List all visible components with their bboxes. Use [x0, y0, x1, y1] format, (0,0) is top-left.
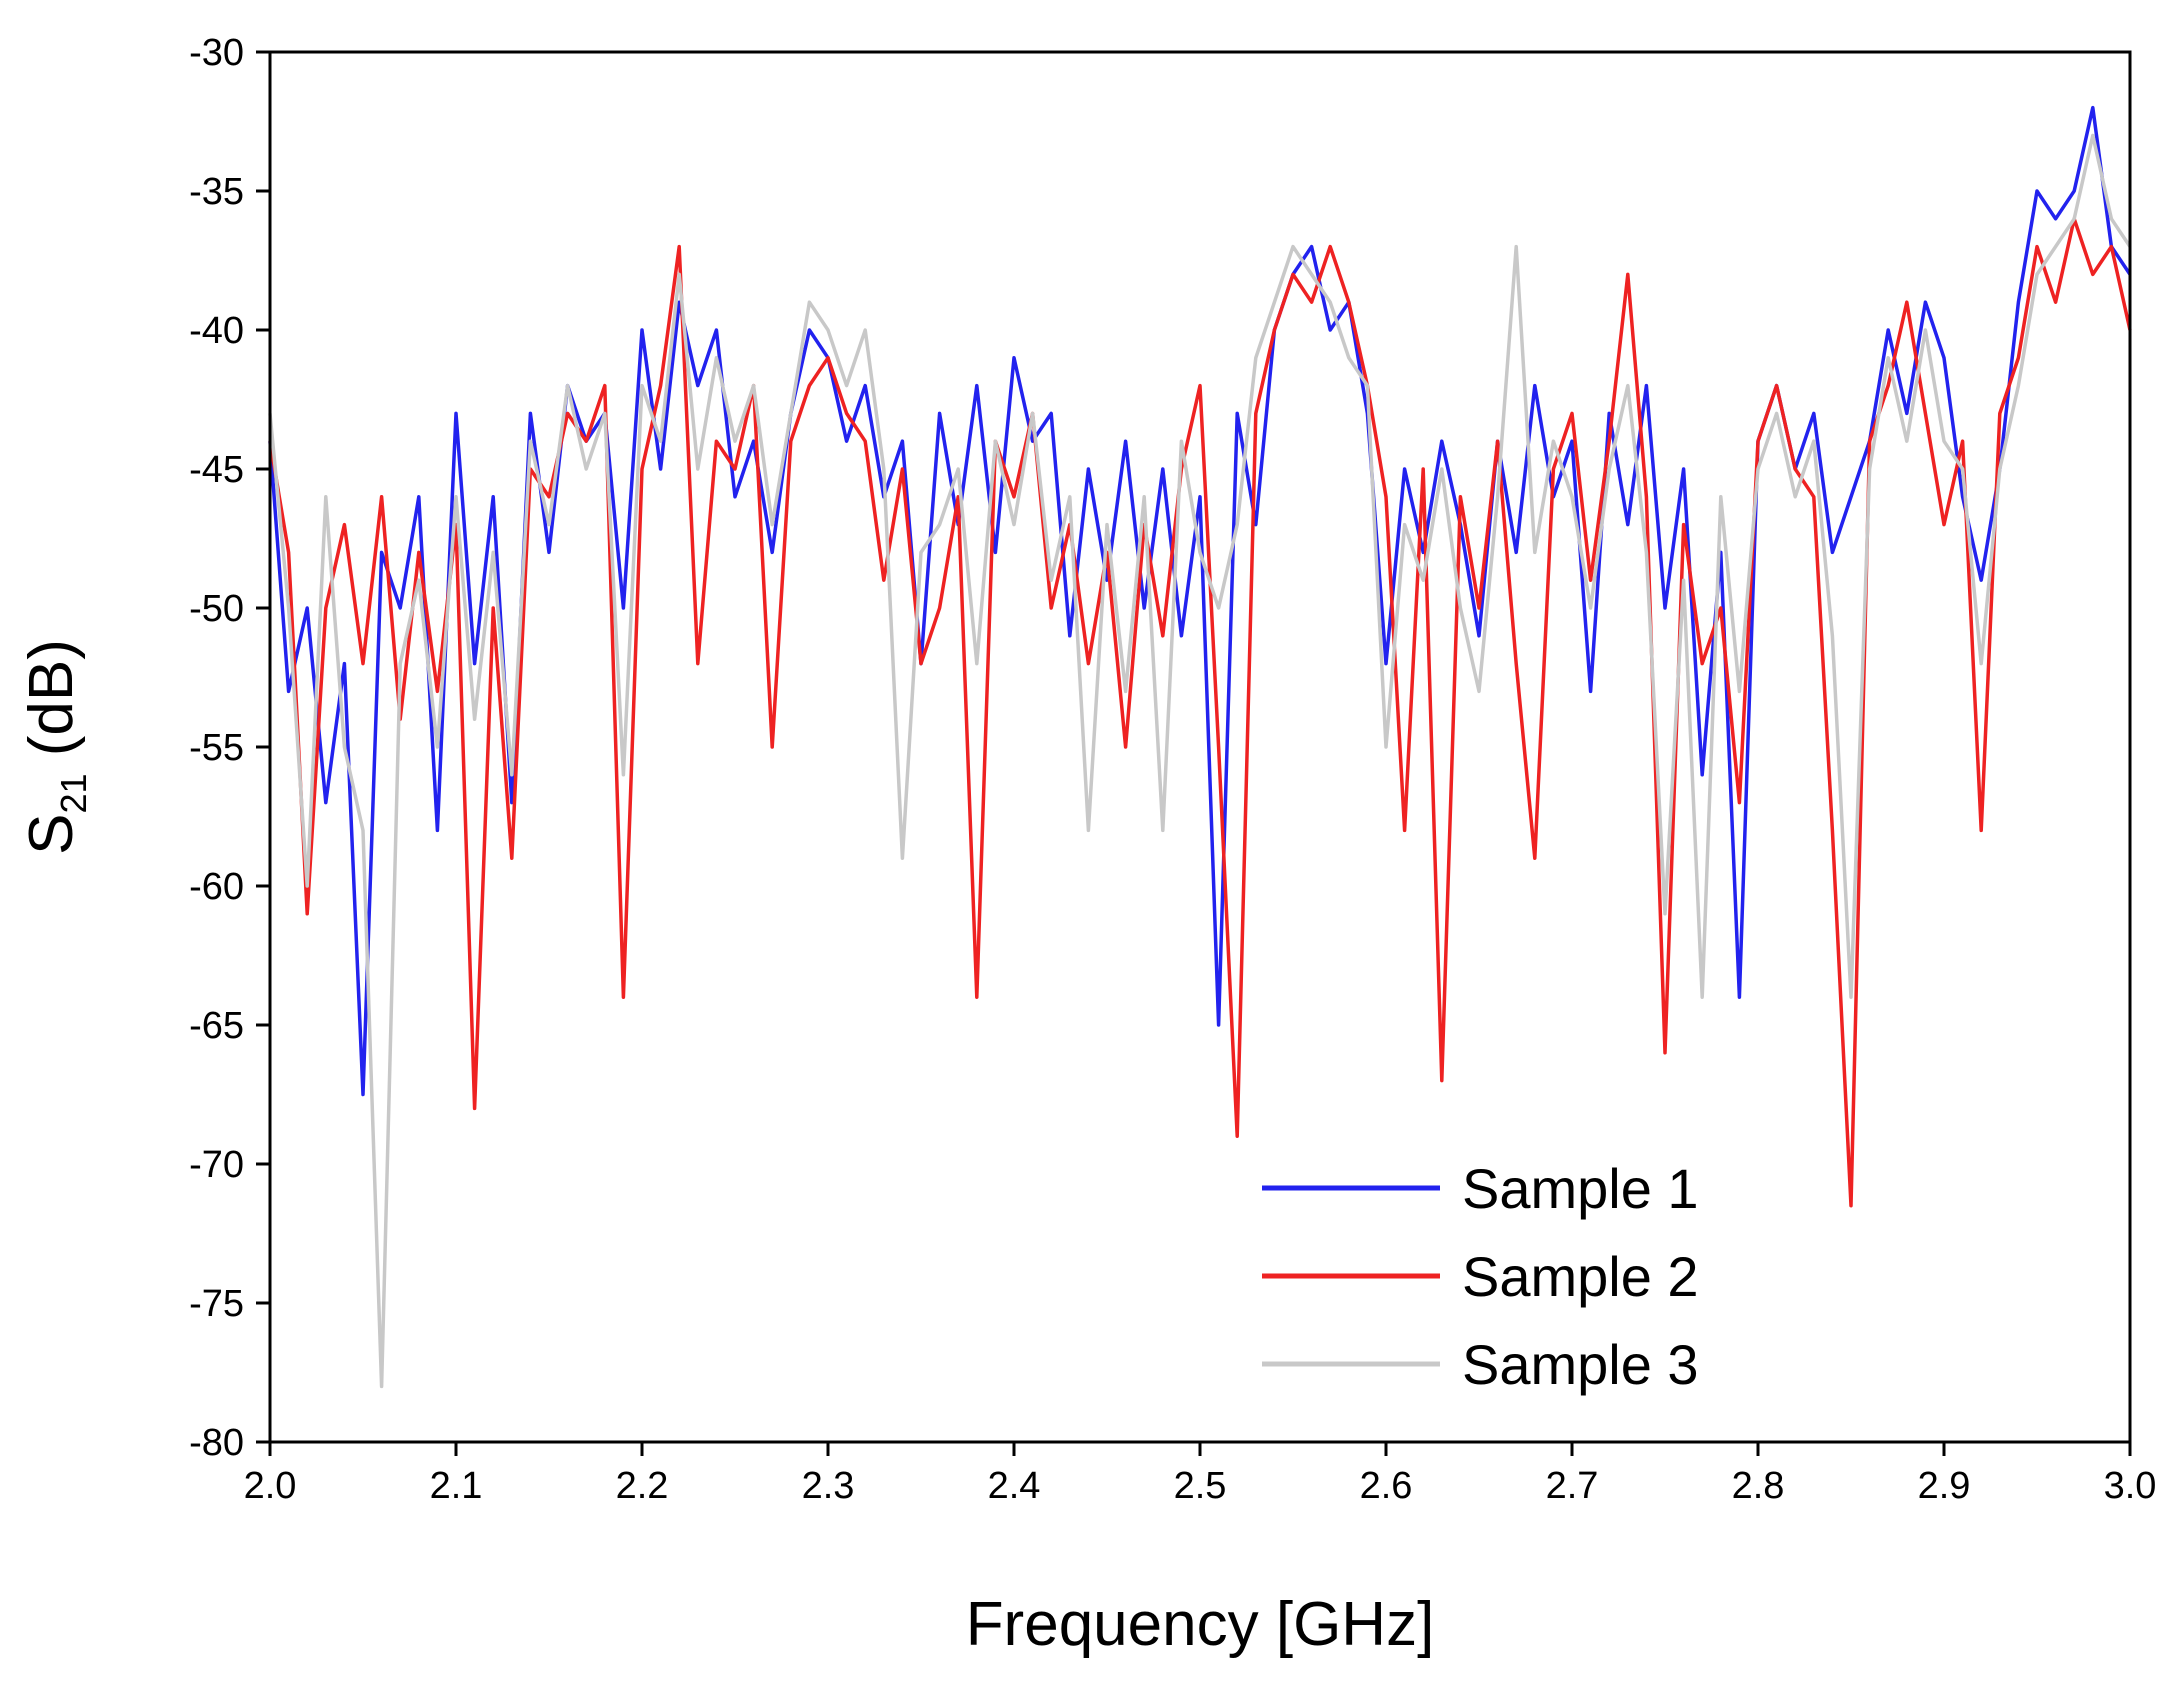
x-tick-label: 2.7: [1546, 1465, 1599, 1507]
series-line-sample-1: [268, 105, 2132, 1097]
x-tick-label: 2.5: [1174, 1465, 1227, 1507]
y-axis: -30 -35 -40 -45 -50 -55 -60 -65 -70 -75 -80: [189, 32, 270, 1464]
series-line-sample-2: [268, 217, 2132, 1208]
y-axis-title-unit: (dB): [17, 639, 86, 773]
x-tick-label: 3.0: [2104, 1465, 2157, 1507]
x-tick-label: 2.4: [988, 1465, 1041, 1507]
plot-frame: [268, 50, 2132, 1444]
x-tick-label: 2.6: [1360, 1465, 1413, 1507]
y-tick-label: -50: [189, 588, 244, 630]
y-tick-label: -60: [189, 866, 244, 908]
legend-label-sample-1: Sample 1: [1462, 1157, 1699, 1220]
y-axis-title: S21 (dB): [17, 639, 94, 855]
y-tick-label: -40: [189, 310, 244, 352]
y-tick-label: -45: [189, 449, 244, 491]
series-layer: [268, 105, 2132, 1389]
x-tick-label: 2.3: [802, 1465, 855, 1507]
legend-label-sample-3: Sample 3: [1462, 1333, 1699, 1396]
y-tick-label: -70: [189, 1144, 244, 1186]
legend-label-sample-2: Sample 2: [1462, 1245, 1699, 1308]
y-axis-title-main: S: [17, 814, 86, 855]
x-tick-label: 2.0: [244, 1465, 297, 1507]
y-tick-label: -55: [189, 727, 244, 769]
x-tick-label: 2.2: [616, 1465, 669, 1507]
x-axis-title: Frequency [GHz]: [966, 1590, 1435, 1659]
x-tick-label: 2.9: [1918, 1465, 1971, 1507]
x-tick-label: 2.1: [430, 1465, 483, 1507]
x-tick-label: 2.8: [1732, 1465, 1785, 1507]
y-tick-label: -65: [189, 1005, 244, 1047]
legend: Sample 1 Sample 2 Sample 3: [1262, 1157, 1699, 1396]
y-tick-label: -35: [189, 171, 244, 213]
series-line-sample-3: [268, 133, 2132, 1389]
x-axis: 2.0 2.1 2.2 2.3 2.4 2.5 2.6 2.7 2.8 2.9 3.0: [244, 1442, 2157, 1507]
y-axis-title-subscript: 21: [53, 773, 94, 813]
y-tick-label: -30: [189, 32, 244, 74]
y-tick-label: -75: [189, 1283, 244, 1325]
y-tick-label: -80: [189, 1422, 244, 1464]
